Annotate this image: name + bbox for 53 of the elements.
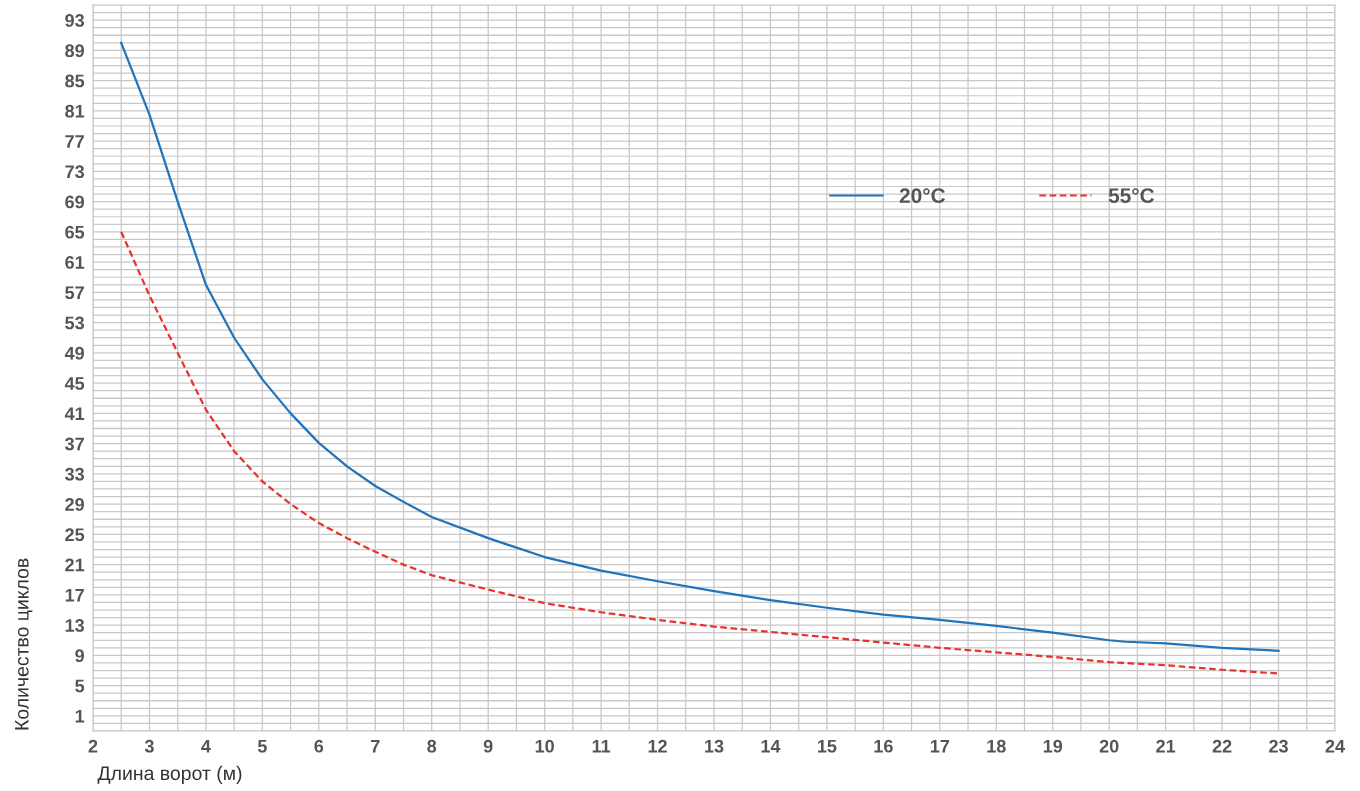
- y-tick-label: 33: [65, 467, 85, 481]
- x-tick-label: 13: [705, 739, 724, 753]
- y-tick-label: 69: [65, 195, 84, 209]
- x-tick-label: 21: [1156, 739, 1176, 753]
- x-tick-label: 2: [88, 739, 98, 753]
- x-tick-label: 10: [535, 739, 554, 753]
- x-tick-label: 15: [818, 740, 837, 753]
- y-tick-label: 13: [65, 619, 85, 632]
- y-tick-label: 81: [65, 104, 85, 118]
- y-tick-label: 73: [65, 165, 85, 179]
- line-series: [120, 41, 1280, 652]
- x-tick-label: 6: [314, 739, 324, 753]
- x-tick-label: 4: [201, 740, 211, 753]
- x-tick-label: 24: [1325, 739, 1345, 753]
- x-tick-label: 3: [144, 739, 154, 753]
- y-tick-label: 65: [65, 225, 85, 239]
- y-tick-label: 93: [65, 14, 85, 27]
- y-tick-label: 5: [75, 679, 85, 693]
- x-tick-label: 14: [761, 740, 781, 753]
- x-tick-label: 17: [930, 740, 950, 753]
- y-tick-label: 77: [65, 135, 84, 148]
- y-tick-label: 41: [64, 407, 85, 420]
- x-tick-label: 9: [483, 739, 493, 753]
- y-tick-label: 9: [75, 649, 84, 663]
- x-tick-label: 16: [874, 739, 893, 753]
- x-tick-label: 8: [427, 739, 437, 753]
- y-tick-label: 21: [65, 558, 85, 572]
- y-tick-label: 57: [65, 286, 84, 300]
- y-tick-label: 17: [65, 589, 84, 602]
- x-tick-label: 18: [987, 739, 1006, 753]
- x-tick-label: 23: [1269, 739, 1288, 753]
- y-tick-label: 89: [65, 44, 84, 58]
- x-tick-label: 19: [1043, 739, 1063, 753]
- x-axis-title: Длина ворот (м): [97, 765, 242, 784]
- x-tick-label: 12: [648, 739, 667, 753]
- x-tick-label: 5: [257, 740, 267, 753]
- y-tick-label: 85: [65, 74, 85, 88]
- legend-label: 20°C: [899, 188, 946, 203]
- line-series: [120, 230, 1280, 675]
- y-tick-label: 45: [64, 377, 85, 390]
- y-tick-label: 61: [65, 256, 85, 269]
- x-tick-label: 11: [592, 740, 611, 753]
- y-tick-label: 25: [65, 528, 85, 542]
- legend-label: 55°C: [1108, 188, 1155, 203]
- y-tick-label: 49: [64, 346, 84, 360]
- y-axis-title: Количество циклов: [15, 558, 33, 730]
- y-tick-label: 53: [65, 316, 85, 330]
- x-tick-label: 7: [371, 740, 380, 753]
- x-tick-label: 20: [1099, 739, 1119, 753]
- y-tick-label: 29: [65, 498, 84, 511]
- y-tick-label: 37: [65, 437, 84, 451]
- y-tick-label: 1: [75, 710, 85, 723]
- x-tick-label: 22: [1212, 739, 1232, 753]
